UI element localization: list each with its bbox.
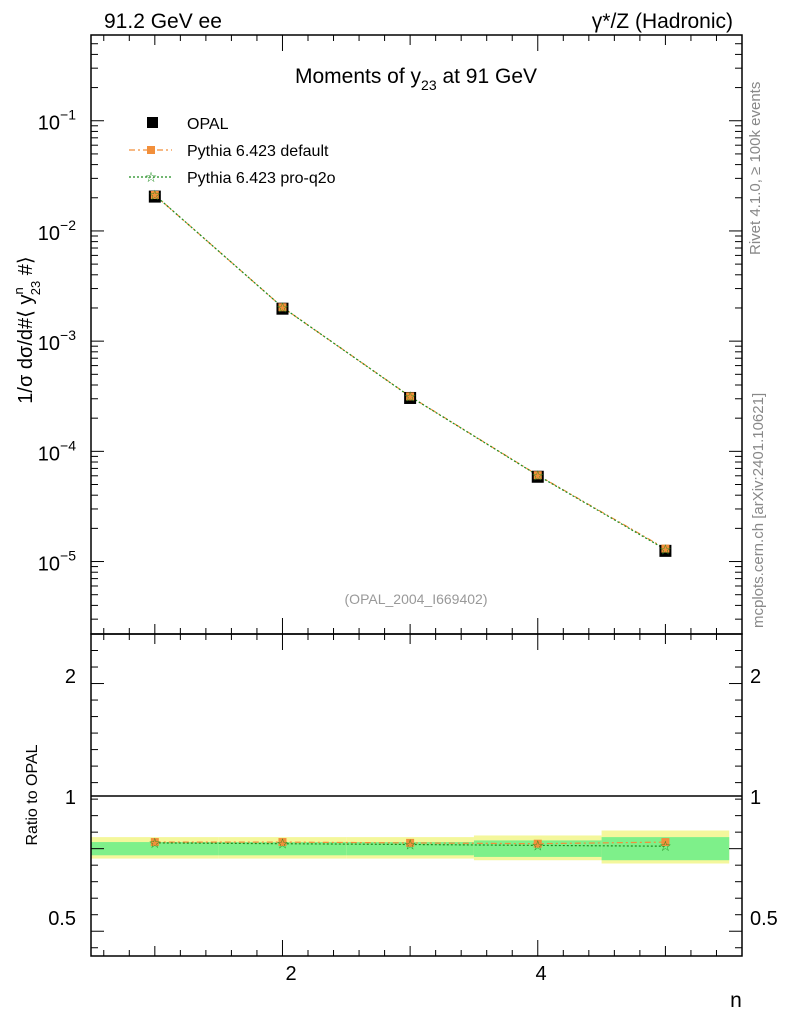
plot-title: Moments of y23 at 91 GeV <box>295 65 537 93</box>
marker-pythia-proq2o: ☆ <box>531 468 544 484</box>
marker-pythia-proq2o: ☆ <box>659 541 672 557</box>
main-ytick-label-mantissa: 10 <box>38 443 60 465</box>
header-right-label: γ*/Z (Hadronic) <box>592 10 733 33</box>
marker-pythia-default <box>406 392 415 401</box>
main-ytick-label: 10−4 <box>38 437 76 465</box>
ratio-marker-pythia-default <box>661 838 670 847</box>
legend-proq2o-marker: ☆ <box>145 169 158 185</box>
marker-pythia-default <box>150 190 159 199</box>
ratio-band-inner <box>91 842 219 856</box>
marker-pythia-default <box>661 544 670 553</box>
ratio-marker-pythia-default <box>533 839 542 848</box>
legend-default-label: Pythia 6.423 default <box>187 143 329 160</box>
ylabel-sup: n <box>11 287 26 294</box>
main-plot-axis-ticks <box>91 35 742 634</box>
ratio-marker-pythia-proq2o: ☆ <box>531 837 544 853</box>
ratio-ytick-2-left: 2 <box>65 666 76 688</box>
ratio-marker-pythia-default <box>150 838 159 847</box>
ratio-marker-pythia-proq2o: ☆ <box>659 838 672 854</box>
main-ytick-label-exponent: −5 <box>60 548 76 564</box>
ratio-band-inner <box>346 842 474 856</box>
ratio-plot-frame <box>90 633 743 957</box>
analysis-id-annotation: (OPAL_2004_I669402) <box>345 591 488 607</box>
main-ytick-label-mantissa: 10 <box>38 113 60 135</box>
series-line-pythia-proq2o <box>154 194 666 550</box>
ylabel-post: #⟩ <box>15 256 37 280</box>
plot-title-pre: Moments of y <box>295 65 422 88</box>
main-ytick-label-exponent: −4 <box>60 437 76 453</box>
main-plot-y-tick-labels: 10−110−210−310−410−5 <box>38 107 76 576</box>
marker-pythia-default <box>533 471 542 480</box>
ratio-marker-pythia-proq2o: ☆ <box>276 836 289 852</box>
ylabel-pre: 1/σ dσ/d#⟨ y <box>15 294 37 403</box>
main-ytick-label: 10−3 <box>38 327 76 355</box>
ratio-marker-pythia-proq2o: ☆ <box>149 835 162 851</box>
xtick-label-2: 2 <box>285 963 296 985</box>
ratio-ytick-05-right: 0.5 <box>750 908 778 930</box>
rivet-version-label: Rivet 4.1.0, ≥ 100k events <box>747 82 764 255</box>
plot-title-post: at 91 GeV <box>437 65 537 88</box>
ratio-ytick-1-right: 1 <box>750 787 761 809</box>
mcplots-credit-label: mcplots.cern.ch [arXiv:2401.10621] <box>750 393 767 628</box>
main-ytick-label: 10−1 <box>38 107 76 135</box>
main-ytick-label-exponent: −3 <box>60 327 76 343</box>
main-plot-panel: 10−110−210−310−410−5 ☆☆☆☆☆ Moments of y2… <box>11 34 743 635</box>
marker-pythia-proq2o: ☆ <box>404 389 417 405</box>
ratio-markers: ☆ ☆ ☆ ☆ ☆ <box>149 835 672 854</box>
main-ytick-label-mantissa: 10 <box>38 223 60 245</box>
ylabel-sub: 23 <box>28 281 43 295</box>
main-ytick-label-mantissa: 10 <box>38 333 60 355</box>
main-ytick-label-exponent: −2 <box>60 217 76 233</box>
ratio-ylabel: Ratio to OPAL <box>24 744 41 845</box>
legend: OPAL Pythia 6.423 default ☆ Pythia 6.423… <box>129 116 336 187</box>
ratio-ytick-05-left: 0.5 <box>48 908 76 930</box>
plot-title-sub: 23 <box>421 77 437 93</box>
main-ytick-label-mantissa: 10 <box>38 554 60 576</box>
header-left-label: 91.2 GeV ee <box>104 10 222 33</box>
ratio-band-inner <box>473 840 602 857</box>
ratio-marker-pythia-default <box>406 838 415 847</box>
marker-pythia-default <box>278 303 287 312</box>
marker-pythia-proq2o: ☆ <box>276 299 289 315</box>
legend-opal-label: OPAL <box>187 116 229 133</box>
main-plot-ylabel: 1/σ dσ/d#⟨ yn 23 #⟩ <box>11 256 43 403</box>
ratio-plot-axis-ticks <box>91 634 742 956</box>
series-line-pythia-default <box>154 194 666 550</box>
main-ytick-label: 10−5 <box>38 548 76 576</box>
legend-default-marker <box>147 146 155 154</box>
ratio-plot-panel: ☆ ☆ ☆ ☆ ☆ Ratio to OPAL 2 1 0.5 2 1 0.5 2 4 … <box>24 633 778 1012</box>
marker-pythia-proq2o: ☆ <box>149 187 162 203</box>
legend-proq2o-label: Pythia 6.423 pro-q2o <box>187 170 336 187</box>
ratio-marker-pythia-proq2o: ☆ <box>404 837 417 853</box>
ratio-band-inner <box>218 842 347 856</box>
ratio-ytick-1-left: 1 <box>65 787 76 809</box>
main-ytick-label-exponent: −1 <box>60 107 76 123</box>
x-axis-label: n <box>730 989 742 1012</box>
ratio-marker-pythia-default <box>278 838 287 847</box>
xtick-label-4: 4 <box>535 963 546 985</box>
ratio-line-pythia-proq2o <box>154 842 666 847</box>
ratio-ytick-2-right: 2 <box>750 666 761 688</box>
legend-opal-marker <box>147 117 158 128</box>
main-plot-markers: ☆ ☆ ☆ ☆ ☆ <box>149 187 672 557</box>
main-plot-series-lines <box>154 194 666 550</box>
main-ytick-label: 10−2 <box>38 217 76 245</box>
